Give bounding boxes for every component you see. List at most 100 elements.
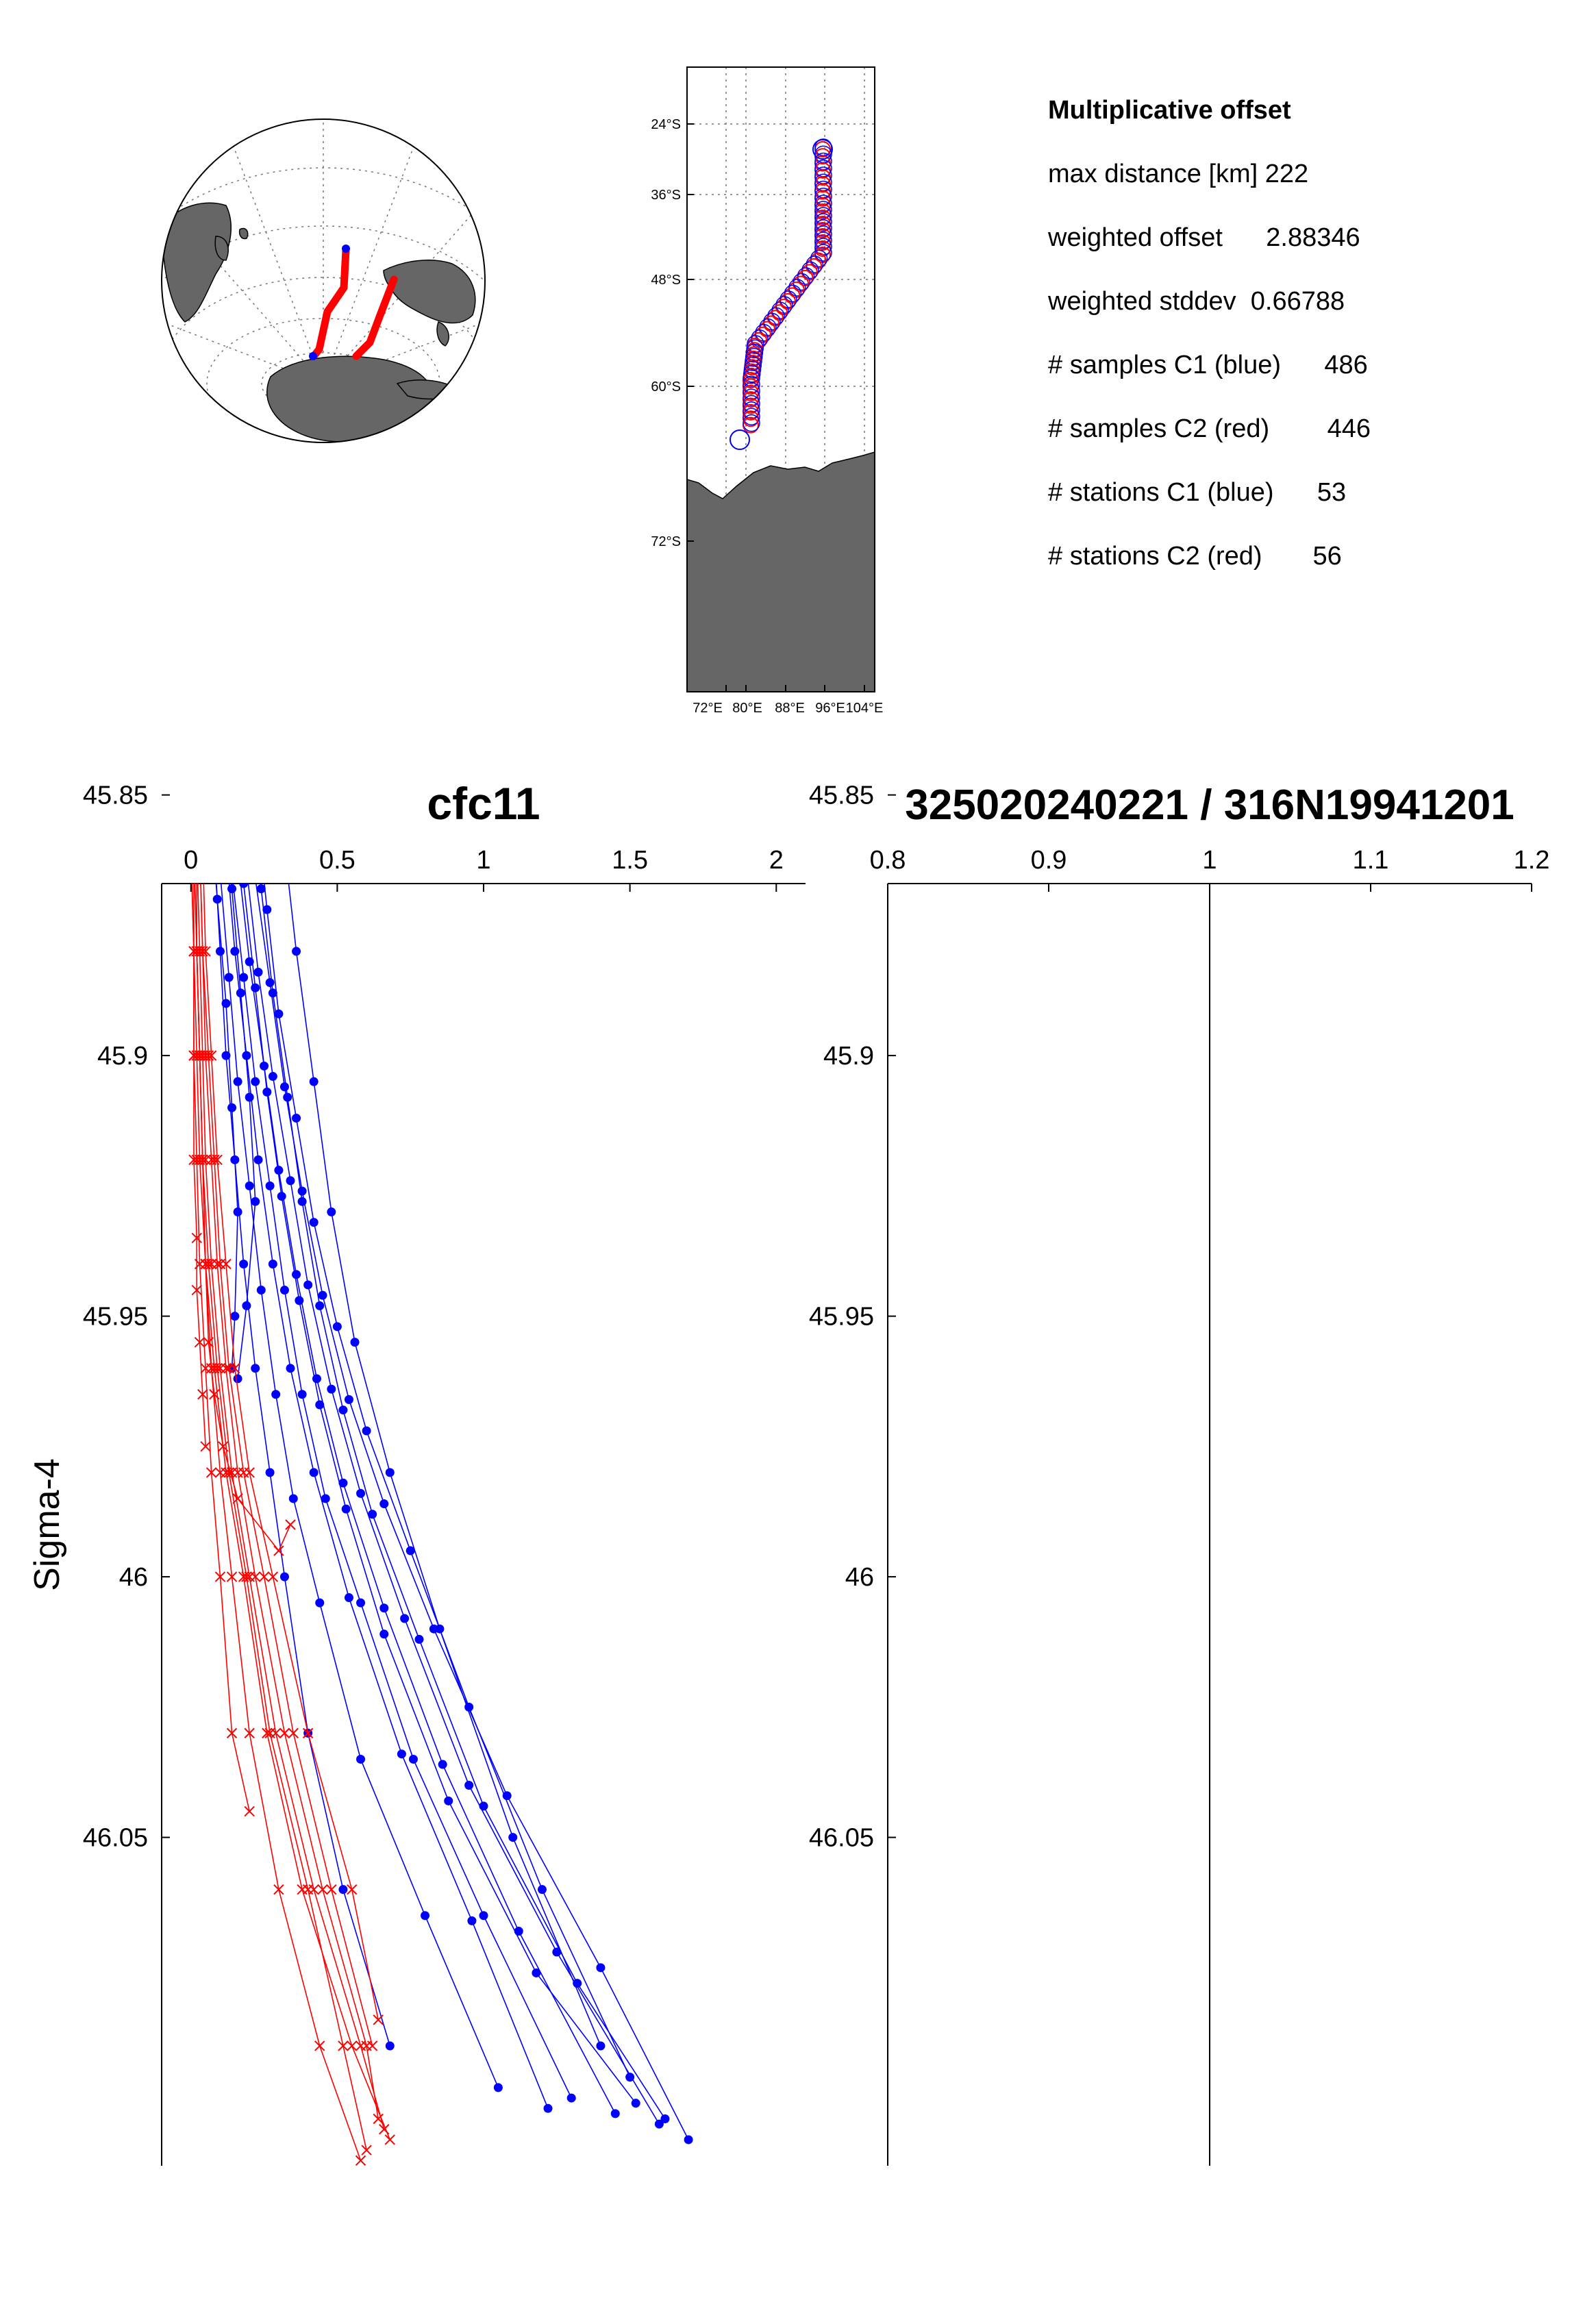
y-tick-label: 46 [845,1563,874,1592]
data-point [198,842,208,852]
data-point [421,1911,430,1921]
data-point [279,1572,289,1582]
map-station-c1 [743,395,760,413]
data-point [596,2041,606,2051]
data-point [271,1390,281,1399]
map-station-track [730,138,833,450]
map-lat-label: 60°S [651,379,681,395]
data-point [200,1441,211,1452]
profile-line [288,884,601,2047]
data-point [502,1791,512,1801]
stat-max-distance: max distance [km] 222 [1048,160,1569,223]
data-point [210,842,219,851]
data-point [221,999,231,1008]
data-point [216,749,225,758]
stat-value: 53 [1317,478,1347,507]
profile-line [200,884,379,2119]
profile-line [203,884,379,2021]
data-point [384,2134,395,2145]
data-point [191,1232,202,1244]
data-point [379,1499,389,1509]
data-point [192,712,201,721]
data-point [189,712,199,721]
data-point [204,738,213,747]
map-station-c1 [797,267,815,285]
map-station-c1 [812,139,833,160]
data-point [625,2073,635,2082]
stat-label: # samples C2 (red) [1048,414,1270,443]
data-point [286,1364,295,1373]
data-point [338,2040,349,2051]
y-tick-label: 45.85 [809,782,874,810]
data-point [251,1364,260,1373]
x-tick-label: 0.9 [1031,846,1067,875]
profile-line [194,884,291,1552]
data-point [277,1192,286,1201]
data-point [200,946,211,957]
data-point [232,1493,243,1504]
map-station-c1 [814,232,832,249]
x-tick-label: 1 [1202,846,1217,875]
data-point [327,1384,336,1394]
data-point [414,1634,424,1644]
data-point [251,1077,260,1086]
map-station-c1 [810,249,828,268]
data-point [347,2040,358,2051]
data-point [326,1884,337,1895]
data-point [303,1280,313,1290]
y-tick-label: 45.9 [823,1042,874,1071]
stat-stations-c1: # stations C1 (blue) 53 [1048,478,1569,542]
panel1-y-ticks: 45.85 45.9 45.95 46 46.05 [83,782,170,1853]
profile-panel-ratio: 325020240221 / 316N19941201 0.8 0.9 1 1.1 1.… [809,782,1549,2166]
data-point [186,712,196,721]
map-lon-label: 104°E [846,701,884,716]
map-lon-label: 96°E [815,701,845,716]
map-lon-label: 88°E [775,701,805,716]
data-point [435,1624,445,1634]
data-point [327,1207,336,1216]
panel1-profiles [186,712,693,2166]
data-point [264,1727,275,1739]
map-station-c1 [814,213,832,231]
data-point [186,712,196,721]
data-point [400,1614,410,1623]
stat-samples-c1: # samples C1 (blue) 486 [1048,351,1569,414]
data-point [315,1400,325,1410]
data-point [226,1727,238,1739]
data-point [188,1154,199,1166]
stat-value: 222 [1264,160,1309,188]
data-point [274,1009,284,1018]
map-lon-label: 80°E [732,701,762,716]
data-point [543,2103,553,2113]
data-point [292,1113,301,1123]
stat-value: 486 [1324,351,1368,379]
x-tick-label: 0.8 [870,846,906,875]
data-point [212,1154,223,1166]
data-point [309,1077,319,1086]
data-point [385,1468,395,1477]
stat-stations-c2: # stations C2 (red) 56 [1048,542,1569,605]
map-station-c1 [743,414,760,432]
data-point [251,1197,260,1206]
map-station-c1 [743,408,760,425]
data-point [265,978,275,988]
y-tick-label: 45.85 [83,782,148,810]
profile-line [216,884,391,2047]
data-point [258,1571,270,1582]
map-station-c1 [806,255,823,273]
data-point [224,973,234,982]
data-point [205,1050,217,1061]
data-point [200,1363,211,1374]
data-point [265,1468,275,1477]
data-point [188,946,199,957]
panel2-title: 325020240221 / 316N19941201 [905,782,1514,829]
data-point [279,1727,290,1739]
data-point [268,1260,277,1269]
data-point [338,1885,348,1895]
data-point [297,1186,307,1196]
data-point [218,1441,229,1452]
panel1-y-axis-label: Sigma-4 [27,1458,67,1591]
data-point [227,868,236,877]
stat-label: # stations C1 (blue) [1048,478,1274,507]
map-lat-label: 24°S [651,117,681,132]
